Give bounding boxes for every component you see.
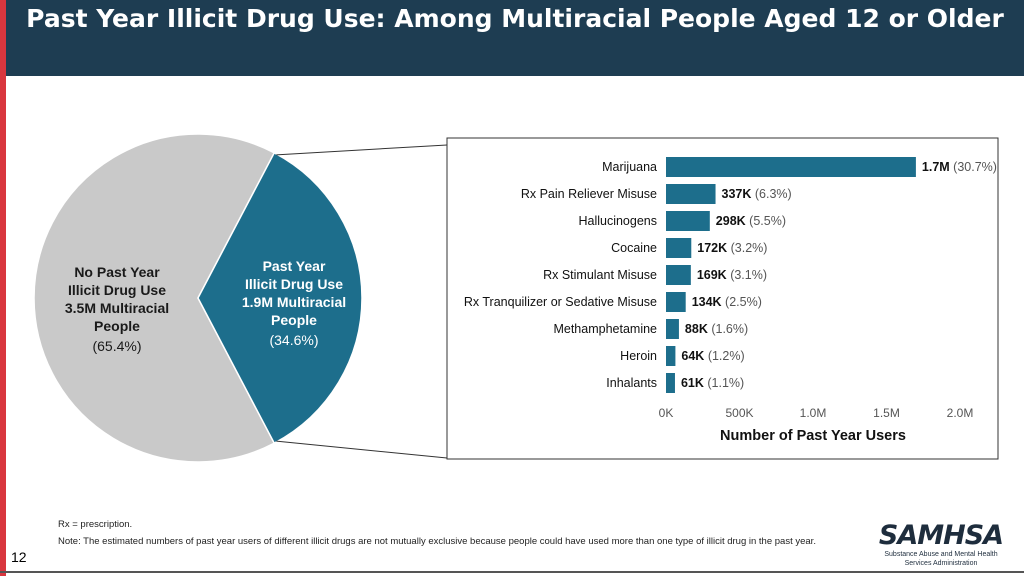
bar-rx-pain-reliever-misuse — [666, 184, 716, 204]
bar-value-label: 134K (2.5%) — [692, 295, 762, 309]
pie-label-no-use-line-1: No Past Year — [74, 264, 160, 280]
left-accent-bar — [0, 0, 6, 576]
bar-inhalants — [666, 373, 675, 393]
page-number: 12 — [11, 549, 27, 565]
x-tick-label: 2.0M — [947, 406, 974, 420]
x-tick-label: 0K — [659, 406, 674, 420]
bar-marijuana — [666, 157, 916, 177]
pie-label-past-year-use-pct: (34.6%) — [269, 332, 318, 348]
bar-value-label: 169K (3.1%) — [697, 268, 767, 282]
bar-value-label: 172K (3.2%) — [697, 241, 767, 255]
bar-cocaine — [666, 238, 692, 258]
logo-subtitle-line-1: Substance Abuse and Mental Health — [884, 551, 998, 558]
samhsa-logo: SAMHSA Substance Abuse and Mental Health… — [876, 522, 1006, 568]
logo-text: SAMHSA — [878, 520, 1004, 551]
footnote-note: Note: The estimated numbers of past year… — [58, 536, 816, 547]
x-tick-label: 1.5M — [873, 406, 900, 420]
bar-category-label: Rx Pain Reliever Misuse — [521, 187, 657, 201]
bar-value-label: 298K (5.5%) — [716, 214, 786, 228]
header-band — [6, 0, 1024, 76]
pie-label-past-year-use-line-4: People — [271, 312, 317, 328]
pie-label-past-year-use-line-2: Illicit Drug Use — [245, 276, 343, 292]
bar-value-label: 88K (1.6%) — [685, 322, 748, 336]
bar-methamphetamine — [666, 319, 679, 339]
bar-value-label: 337K (6.3%) — [722, 187, 792, 201]
pie-label-past-year-use-line-3: 1.9M Multiracial — [242, 294, 346, 310]
pie-label-no-use-pct: (65.4%) — [92, 338, 141, 354]
bar-category-label: Methamphetamine — [553, 322, 657, 336]
pie-label-no-use-line-2: Illicit Drug Use — [68, 282, 166, 298]
bar-chart-panel — [446, 137, 999, 460]
bar-category-label: Rx Tranquilizer or Sedative Misuse — [464, 295, 657, 309]
bar-category-label: Rx Stimulant Misuse — [543, 268, 657, 282]
bar-rx-tranquilizer-or-sedative-misuse — [666, 292, 686, 312]
bar-category-label: Heroin — [620, 349, 657, 363]
bar-category-label: Cocaine — [611, 241, 657, 255]
bar-category-label: Marijuana — [602, 160, 657, 174]
pie-label-no-use-line-3: 3.5M Multiracial — [65, 300, 169, 316]
x-tick-label: 1.0M — [800, 406, 827, 420]
page-title: Past Year Illicit Drug Use: Among Multir… — [26, 4, 1004, 33]
connector-line-bottom — [276, 440, 448, 459]
pie-label-no-use-line-4: People — [94, 318, 140, 334]
bar-value-label: 61K (1.1%) — [681, 376, 744, 390]
bar-hallucinogens — [666, 211, 710, 231]
pie-slice-no-use — [33, 133, 276, 463]
bar-value-label: 1.7M (30.7%) — [922, 160, 997, 174]
connector-line-top — [276, 144, 448, 156]
pie-slice-past-year-use — [197, 151, 363, 445]
bar-heroin — [666, 346, 676, 366]
bar-category-label: Inhalants — [606, 376, 657, 390]
pie-label-past-year-use-line-1: Past Year — [263, 258, 326, 274]
bar-category-label: Hallucinogens — [578, 214, 657, 228]
bar-value-label: 64K (1.2%) — [681, 349, 744, 363]
footnote-rx: Rx = prescription. — [58, 519, 133, 530]
x-tick-label: 500K — [725, 406, 753, 420]
bar-rx-stimulant-misuse — [666, 265, 691, 285]
bottom-divider — [0, 571, 1024, 573]
x-axis-title: Number of Past Year Users — [720, 428, 906, 444]
logo-subtitle-line-2: Services Administration — [904, 560, 978, 567]
